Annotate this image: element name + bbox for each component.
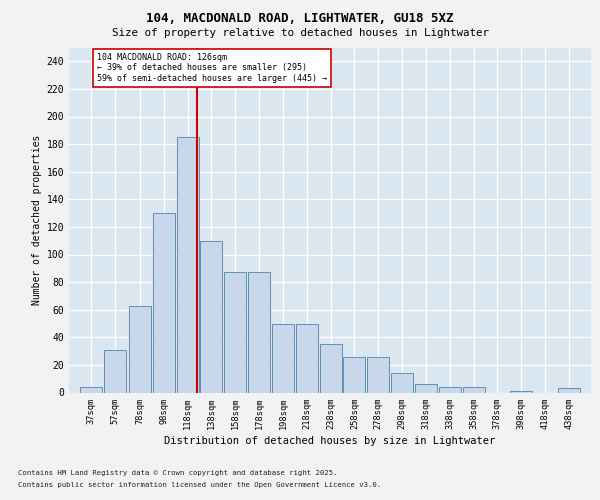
Bar	[343, 356, 365, 392]
Bar	[176, 137, 199, 392]
Bar	[104, 350, 126, 393]
Bar	[391, 373, 413, 392]
Bar	[272, 324, 294, 392]
Bar	[224, 272, 246, 392]
Text: Size of property relative to detached houses in Lightwater: Size of property relative to detached ho…	[112, 28, 488, 38]
Bar	[510, 391, 532, 392]
Y-axis label: Number of detached properties: Number of detached properties	[32, 135, 43, 305]
Bar	[80, 387, 102, 392]
Bar	[129, 306, 151, 392]
Bar	[439, 387, 461, 392]
X-axis label: Distribution of detached houses by size in Lightwater: Distribution of detached houses by size …	[164, 436, 496, 446]
Bar	[320, 344, 341, 393]
Text: Contains HM Land Registry data © Crown copyright and database right 2025.: Contains HM Land Registry data © Crown c…	[18, 470, 337, 476]
Text: Contains public sector information licensed under the Open Government Licence v3: Contains public sector information licen…	[18, 482, 381, 488]
Bar	[558, 388, 580, 392]
Bar	[463, 387, 485, 392]
Bar	[367, 356, 389, 392]
Bar	[296, 324, 318, 392]
Text: 104 MACDONALD ROAD: 126sqm
← 39% of detached houses are smaller (295)
59% of sem: 104 MACDONALD ROAD: 126sqm ← 39% of deta…	[97, 53, 327, 83]
Bar	[153, 213, 175, 392]
Bar	[415, 384, 437, 392]
Bar	[200, 240, 223, 392]
Bar	[248, 272, 270, 392]
Text: 104, MACDONALD ROAD, LIGHTWATER, GU18 5XZ: 104, MACDONALD ROAD, LIGHTWATER, GU18 5X…	[146, 12, 454, 26]
